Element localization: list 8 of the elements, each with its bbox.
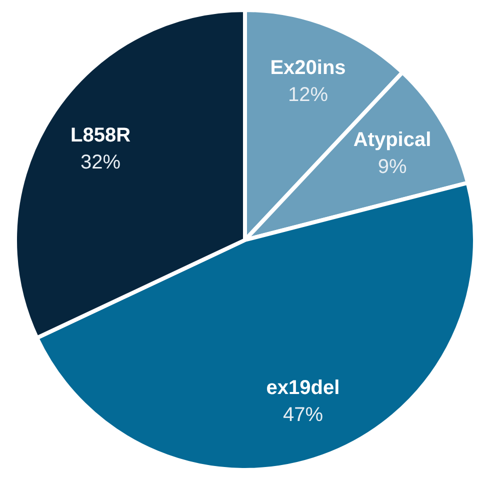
slice-label: ex19del	[266, 377, 340, 400]
slice-label: Ex20ins	[270, 57, 346, 80]
data-label: 9%	[378, 156, 407, 178]
slice-label: L858R	[70, 124, 132, 147]
data-label: 47%	[282, 404, 324, 426]
slice-label: Atypical	[353, 129, 432, 152]
data-label: 12%	[288, 84, 328, 106]
data-label: 32%	[80, 152, 121, 174]
